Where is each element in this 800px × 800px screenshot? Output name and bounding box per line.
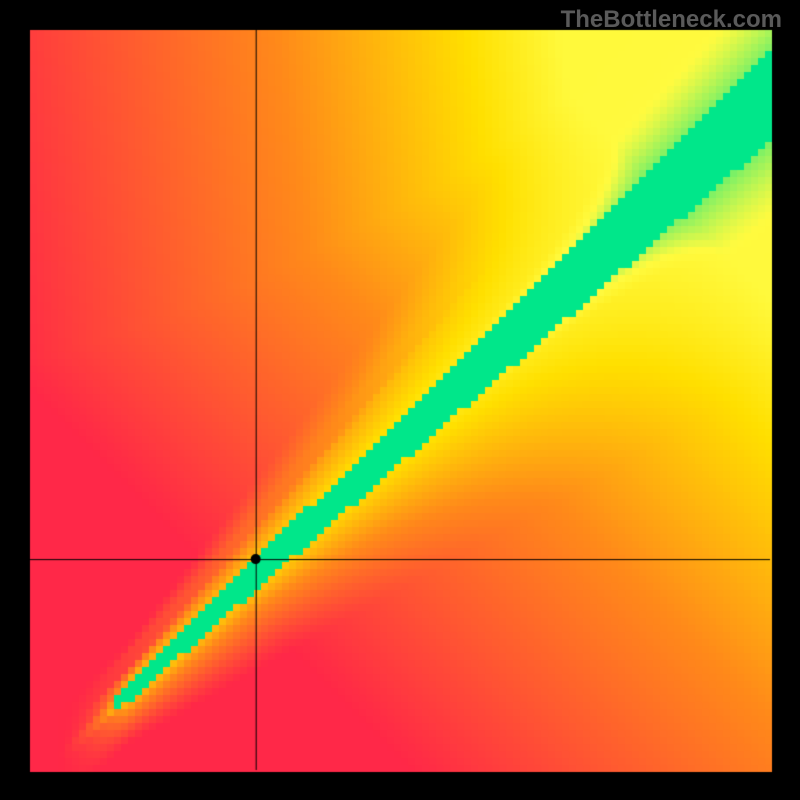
bottleneck-heatmap (0, 0, 800, 800)
